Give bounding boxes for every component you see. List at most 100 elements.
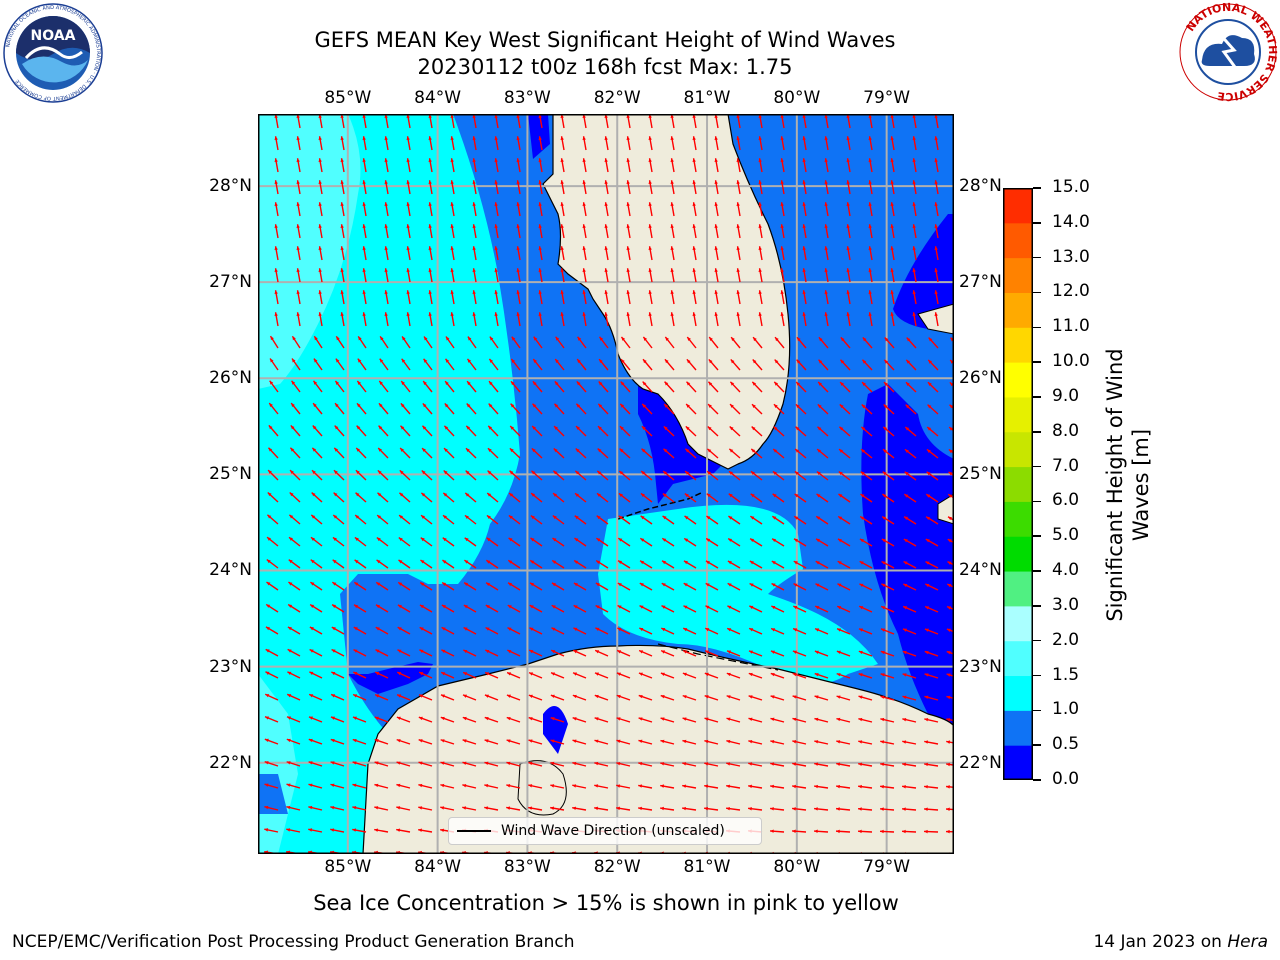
lat-label-right: 23°N [959,656,1002,677]
wave-arrow-head [330,738,335,743]
wave-arrow-head [418,828,423,832]
wave-arrow-head [274,158,278,163]
wave-arrow-head [604,290,608,295]
wave-arrow-head [399,492,404,497]
wave-arrow-head [266,559,271,564]
wave-arrow-head [582,202,586,207]
wave-arrow-head [868,158,872,163]
wave-arrow-head [374,716,379,720]
wave-arrow-head [296,268,300,273]
wave-arrow-head [890,158,894,163]
wave-arrow-head [670,202,674,207]
wave-arrow-head [309,627,314,631]
wave-arrow-head [467,381,471,386]
wave-arrow-head [494,136,498,141]
sea-ice-note: Sea Ice Concentration > 15% is shown in … [313,891,899,915]
wave-arrow-head [494,246,498,251]
wave-arrow-head [934,312,938,317]
wave-arrow-head [617,650,622,654]
wave-arrow-head [598,381,603,386]
wave-arrow-head [406,290,410,295]
wave-arrow-head [626,312,630,317]
wave-arrow-head [824,312,828,317]
wave-arrow-head [274,180,278,185]
wave-arrow-head [708,359,713,364]
wave-arrow-head [736,312,740,317]
wave-arrow-head [486,582,491,587]
wave-arrow-head [289,492,294,497]
wave-arrow-head [748,695,753,699]
wave-arrow-head [620,403,625,408]
wave-arrow-head [749,583,754,587]
wave-arrow-head [560,202,564,207]
wave-arrow-head [663,471,668,475]
wave-arrow-head [840,359,845,364]
wave-arrow-head [399,515,404,519]
wave-arrow-head [509,493,514,497]
wave-arrow-head [836,807,840,811]
wave-arrow-head [419,627,424,631]
wave-arrow-head [529,582,534,587]
wave-arrow-head [682,806,686,811]
wave-arrow-head [883,449,887,453]
wave-arrow-head [925,561,930,565]
wave-arrow-head [904,516,909,521]
colorbar-tick-mark [1033,709,1041,712]
wave-arrow-head [594,717,599,721]
wave-arrow-head [400,425,405,430]
wave-arrow-head [950,337,954,342]
wave-arrow-head [330,716,335,720]
wave-arrow-head [443,515,447,519]
wave-arrow-head [428,136,432,141]
wave-arrow-head [880,807,884,811]
wave-arrow-head [287,671,292,675]
wave-arrow-head [406,180,410,185]
wave-arrow-head [484,694,489,698]
wave-arrow-head [286,783,291,787]
wave-arrow-head [890,224,894,229]
wave-arrow-head [685,471,690,475]
wave-arrow-head [927,427,932,431]
wave-arrow-head [516,312,520,317]
wave-arrow-head [884,337,889,342]
wave-arrow-head [604,180,608,185]
wave-arrow-head [529,605,534,609]
wave-arrow-head [824,202,828,207]
wave-arrow-head [489,381,493,386]
wave-arrow-head [780,158,784,163]
wave-arrow-head [775,337,779,342]
wave-arrow-head [714,180,718,185]
wave-arrow-head [729,426,734,431]
wave-arrow-head [355,492,360,497]
wave-arrow-head [401,358,406,363]
wave-arrow-head [780,246,784,251]
wave-arrow-head [406,246,410,251]
wave-arrow-head [594,694,599,699]
wave-arrow-head [560,136,564,141]
wave-arrow-head [642,381,647,386]
wave-arrow-head [906,359,911,364]
wave-arrow-head [550,694,555,699]
wave-arrow-head [736,136,740,141]
colorbar-tick-label: 14.0 [1052,211,1090,232]
wave-arrow-head [912,268,916,273]
wave-arrow-head [934,180,938,185]
wave-arrow-head [626,246,630,251]
wave-arrow-head [824,180,828,185]
wave-arrow-head [736,246,740,251]
wave-arrow-head [792,829,796,833]
wave-arrow-head [314,336,318,341]
wave-arrow-head [553,448,558,453]
wave-arrow-head [881,606,886,610]
wave-arrow-head [683,628,688,632]
wave-arrow-head [736,224,740,229]
wave-arrow-head [398,537,403,542]
wave-arrow-head [846,202,850,207]
colorbar-bin [1003,292,1033,328]
wave-arrow-head [758,224,762,229]
colorbar-tick-mark [1033,639,1041,642]
wave-arrow-head [626,290,630,295]
wave-arrow-head [728,493,733,498]
wave-arrow-head [506,717,511,721]
wave-arrow-head [331,627,336,631]
